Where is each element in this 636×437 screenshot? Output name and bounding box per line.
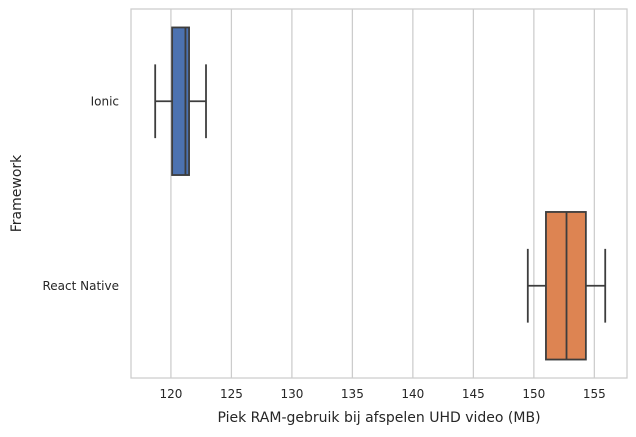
y-tick-label: React Native bbox=[42, 279, 119, 293]
plot-area-frame bbox=[130, 8, 628, 379]
x-axis-label: Piek RAM-gebruik bij afspelen UHD video … bbox=[217, 410, 540, 426]
x-tick-label: 150 bbox=[522, 387, 545, 401]
x-tick-label: 155 bbox=[583, 387, 606, 401]
y-axis-ticks: Ionic React Native bbox=[42, 94, 119, 293]
y-axis-label: Framework bbox=[9, 154, 25, 232]
x-axis-ticks: 120 125 130 135 140 145 150 155 bbox=[159, 387, 605, 401]
y-tick-label: Ionic bbox=[91, 94, 119, 108]
interquartile-box bbox=[171, 26, 190, 176]
box-plot-series bbox=[154, 26, 607, 361]
x-tick-label: 140 bbox=[401, 387, 424, 401]
box-react-native bbox=[526, 211, 607, 361]
x-tick-label: 135 bbox=[341, 387, 364, 401]
x-tick-label: 125 bbox=[220, 387, 243, 401]
x-tick-label: 120 bbox=[159, 387, 182, 401]
x-tick-label: 130 bbox=[280, 387, 303, 401]
x-tick-label: 145 bbox=[462, 387, 485, 401]
grid-lines bbox=[170, 9, 595, 378]
box-ionic bbox=[154, 26, 207, 176]
